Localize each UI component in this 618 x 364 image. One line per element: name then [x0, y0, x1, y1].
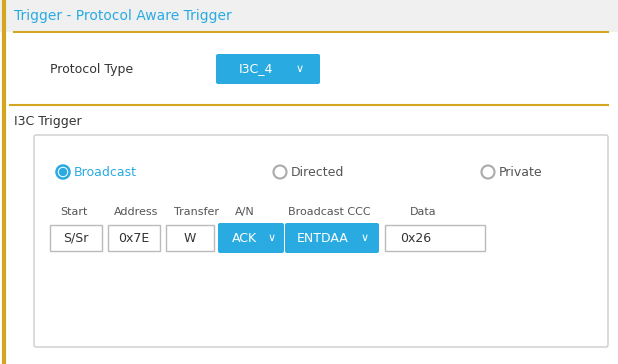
- Circle shape: [274, 166, 287, 178]
- Text: I3C_4: I3C_4: [239, 63, 273, 75]
- Bar: [166, 225, 214, 251]
- Text: Data: Data: [410, 207, 437, 217]
- Bar: [108, 225, 160, 251]
- FancyBboxPatch shape: [285, 223, 379, 253]
- Circle shape: [481, 166, 494, 178]
- Text: Protocol Type: Protocol Type: [50, 63, 133, 76]
- Text: Start: Start: [60, 207, 87, 217]
- Text: Directed: Directed: [291, 166, 344, 178]
- Text: S/Sr: S/Sr: [63, 232, 89, 245]
- Circle shape: [59, 169, 67, 175]
- Bar: [0, 0, 618, 32]
- Text: Broadcast: Broadcast: [74, 166, 137, 178]
- Text: Trigger - Protocol Aware Trigger: Trigger - Protocol Aware Trigger: [14, 9, 232, 23]
- Text: ∨: ∨: [268, 233, 276, 243]
- Text: Transfer: Transfer: [174, 207, 219, 217]
- Text: ENTDAA: ENTDAA: [297, 232, 349, 245]
- Text: A/N: A/N: [235, 207, 255, 217]
- Text: W: W: [184, 232, 196, 245]
- Text: Broadcast CCC: Broadcast CCC: [288, 207, 371, 217]
- Text: I3C Trigger: I3C Trigger: [14, 115, 82, 128]
- Text: 0x7E: 0x7E: [119, 232, 150, 245]
- Text: ACK: ACK: [231, 232, 256, 245]
- Text: Private: Private: [499, 166, 543, 178]
- Text: ∨: ∨: [361, 233, 369, 243]
- Text: 0x26: 0x26: [400, 232, 431, 245]
- FancyBboxPatch shape: [34, 135, 608, 347]
- FancyBboxPatch shape: [218, 223, 284, 253]
- Text: Address: Address: [114, 207, 158, 217]
- FancyBboxPatch shape: [216, 54, 320, 84]
- Circle shape: [56, 166, 69, 178]
- Text: ∨: ∨: [296, 64, 304, 74]
- Bar: [385, 225, 485, 251]
- Bar: [50, 225, 102, 251]
